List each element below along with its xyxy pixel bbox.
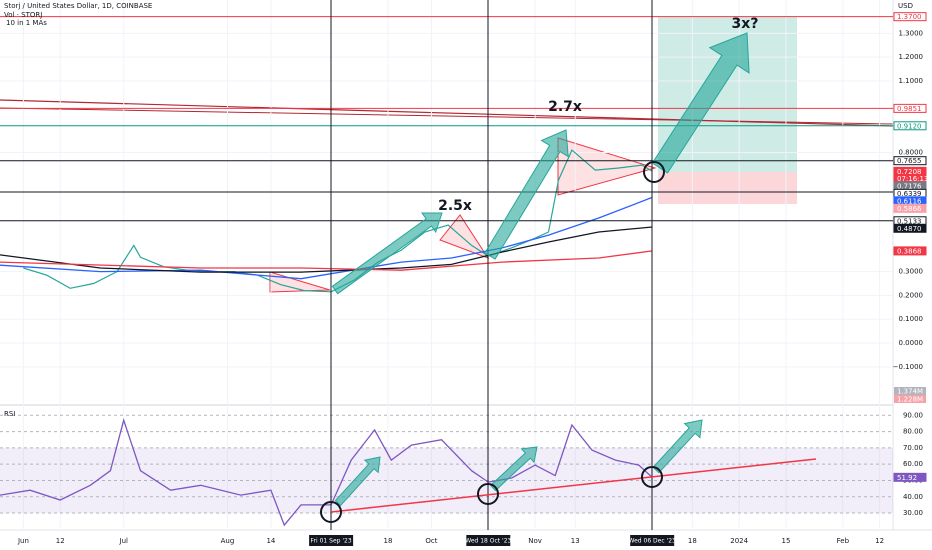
x-marker-box: [466, 535, 511, 546]
x-tick-label: Aug: [221, 537, 235, 545]
y-tick-label: 0.1000: [899, 315, 924, 323]
price-label: 0.6116: [897, 197, 922, 205]
arrow: [652, 419, 703, 474]
y-tick-label: 40.00: [903, 493, 923, 501]
price-label-box: [893, 246, 927, 256]
price-label-box: [893, 12, 927, 22]
rsi-trendline: [330, 458, 817, 513]
pattern-triangle: [439, 214, 490, 260]
price-label: 0.6339: [897, 190, 922, 198]
series-line: [0, 226, 653, 273]
price-label: 0.9851: [897, 105, 922, 113]
header-title: Storj / United States Dollar, 1D, COINBA…: [4, 2, 152, 10]
annotation: 3x?: [732, 16, 759, 32]
x-tick-label: 14: [266, 537, 275, 545]
price-label-box: [893, 203, 927, 213]
y-tick-label: 90.00: [903, 411, 923, 419]
y-tick-label: 0.3000: [899, 268, 924, 276]
price-label-box: [893, 121, 927, 131]
y-tick-label: 60.00: [903, 460, 923, 468]
price-label-box: [893, 156, 927, 166]
highlight-circle: [477, 483, 499, 505]
series-line: [0, 250, 653, 271]
pattern-pennant: [557, 137, 657, 196]
arrows: [331, 32, 750, 507]
volume-box: [894, 387, 926, 395]
x-tick-label: 13: [571, 537, 580, 545]
price-label-box: [893, 472, 927, 482]
y-tick-label: 1.3000: [899, 29, 924, 37]
countdown: 07:16:13: [897, 175, 928, 183]
y-tick-label: 80.00: [903, 428, 923, 436]
arrow: [489, 446, 538, 492]
price-label: 0.5866: [897, 205, 922, 213]
arrow: [334, 456, 381, 507]
x-tick-label: Jun: [17, 537, 29, 545]
annotation: 2.5x: [438, 198, 472, 214]
price-label: 0.7176: [897, 182, 922, 190]
x-tick-label: 2024: [730, 537, 748, 545]
x-tick-label: Jul: [119, 537, 129, 545]
arrow: [331, 212, 443, 295]
y-tick-label: 0.2000: [899, 291, 924, 299]
x-tick-label: Feb: [837, 537, 850, 545]
x-marker-label: Fri 01 Sep '23: [311, 538, 352, 545]
y-tick-label: 1.2000: [899, 53, 924, 61]
y-tick-label: 30.00: [903, 509, 923, 517]
currency: USD: [898, 2, 913, 10]
price-label: 0.4870: [897, 225, 922, 233]
price-label-box: [893, 223, 927, 233]
highlight-circle: [320, 501, 342, 523]
highlight-circle: [641, 466, 663, 488]
price-label: 0.7655: [897, 157, 922, 165]
arrow: [651, 32, 750, 174]
y-tick-label: 0.0000: [899, 339, 924, 347]
annotation: 2.7x: [548, 99, 582, 115]
y-tick-label: 70.00: [903, 444, 923, 452]
y-tick-label: 1.1000: [899, 77, 924, 85]
x-tick-label: 12: [875, 537, 884, 545]
x-tick-label: 12: [56, 537, 65, 545]
x-marker-box: [309, 535, 354, 546]
price-label: 0.9120: [897, 122, 922, 130]
series-line: [0, 417, 653, 527]
price-label-box: [893, 103, 927, 113]
volume-label: 1.228M: [897, 396, 923, 404]
x-tick-label: 18: [384, 537, 393, 545]
rsi-label: RSI: [4, 410, 15, 418]
highlight-circle: [643, 161, 665, 183]
stop-zone: [658, 172, 797, 204]
arrow: [484, 129, 569, 260]
header-volume: Vol · STORJ: [4, 11, 42, 19]
volume-box: [894, 395, 926, 403]
trendline: [0, 107, 894, 125]
volume-label: 1.374M: [897, 388, 923, 396]
y-tick-label: −0.1000: [893, 363, 923, 371]
series-line: [0, 196, 653, 280]
x-marker-label: Wed 06 Dec '23: [629, 538, 677, 545]
y-tick-label: 0.8000: [899, 148, 924, 156]
x-marker-box: [630, 535, 675, 546]
x-tick-label: 18: [688, 537, 697, 545]
price-label: 1.3700: [897, 13, 922, 21]
price-label: 0.5133: [897, 217, 922, 225]
price-label: 0.3868: [897, 247, 922, 255]
x-tick-label: Oct: [425, 537, 437, 545]
price-label: 0.7208: [897, 168, 922, 176]
price-label: 51.92: [897, 474, 917, 482]
header-indicators: 10 in 1 MAs: [6, 19, 47, 27]
x-tick-label: Nov: [528, 537, 542, 545]
x-marker-label: Wed 18 Oct '23: [465, 538, 511, 545]
x-tick-label: 15: [782, 537, 791, 545]
